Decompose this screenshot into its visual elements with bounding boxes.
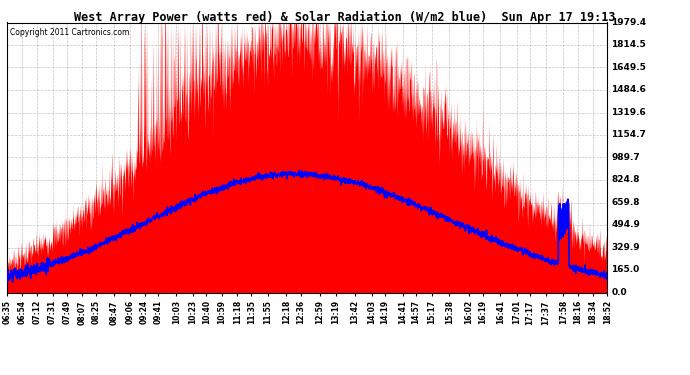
Text: 329.9: 329.9: [611, 243, 640, 252]
Text: 989.7: 989.7: [611, 153, 640, 162]
Text: 824.8: 824.8: [611, 176, 640, 184]
Text: 494.9: 494.9: [611, 220, 640, 230]
Text: West Array Power (watts red) & Solar Radiation (W/m2 blue)  Sun Apr 17 19:13: West Array Power (watts red) & Solar Rad…: [75, 11, 615, 24]
Text: 0.0: 0.0: [611, 288, 627, 297]
Text: Copyright 2011 Cartronics.com: Copyright 2011 Cartronics.com: [10, 28, 129, 37]
Text: 1484.6: 1484.6: [611, 86, 647, 94]
Text: 659.8: 659.8: [611, 198, 640, 207]
Text: 1979.4: 1979.4: [611, 18, 647, 27]
Text: 1154.7: 1154.7: [611, 130, 647, 140]
Text: 1814.5: 1814.5: [611, 40, 646, 50]
Text: 165.0: 165.0: [611, 266, 640, 274]
Text: 1319.6: 1319.6: [611, 108, 646, 117]
Text: 1649.5: 1649.5: [611, 63, 647, 72]
